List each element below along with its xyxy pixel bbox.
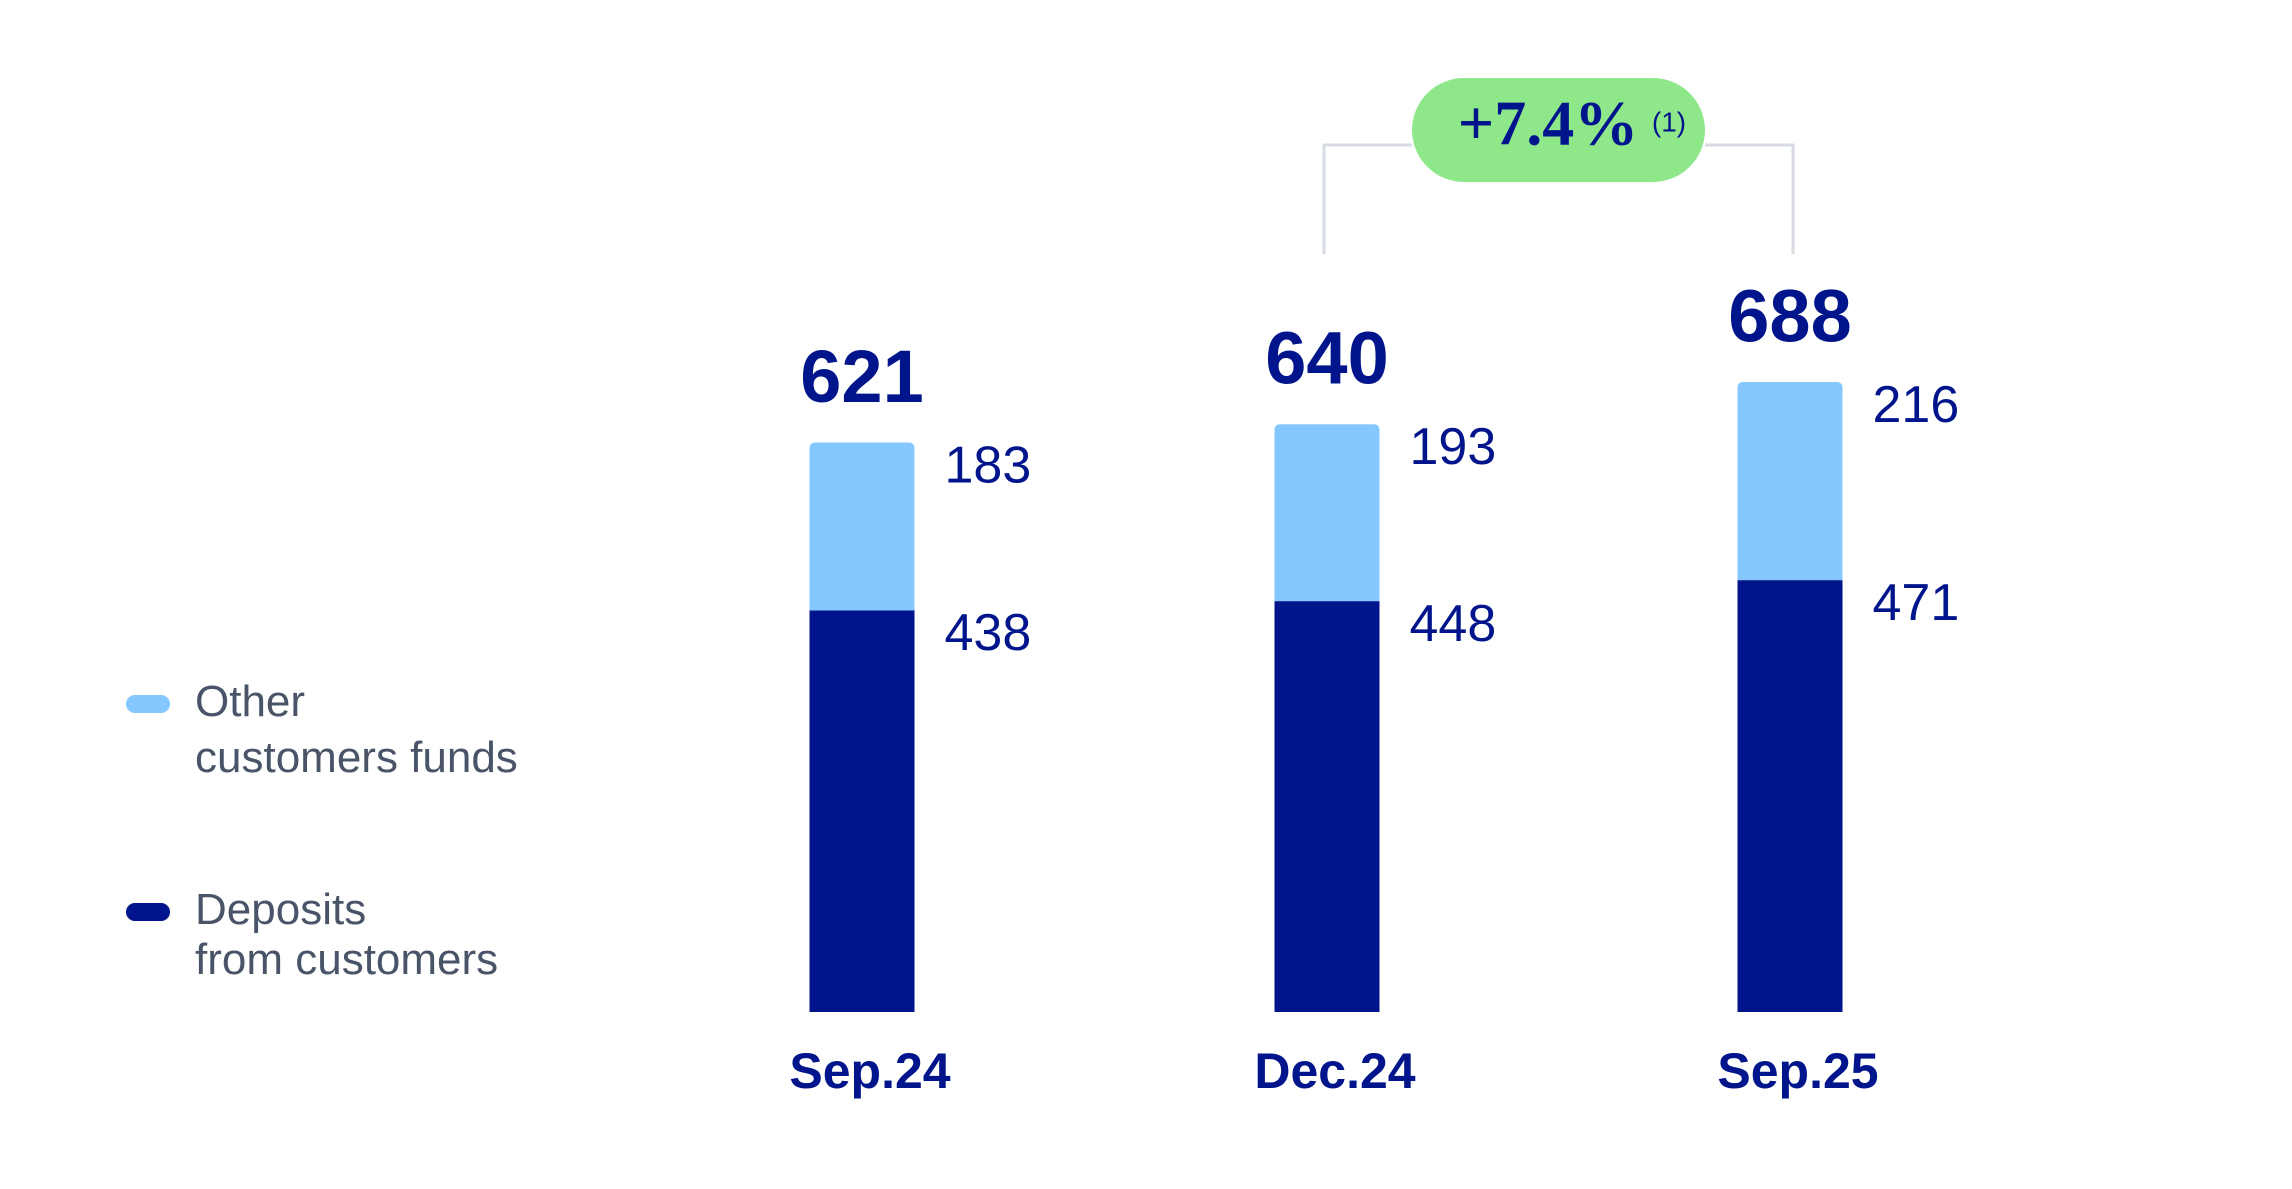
x-tick-label: Sep.24	[789, 1043, 950, 1099]
legend-label: Deposits from customers	[195, 885, 498, 984]
legend-swatch	[126, 903, 170, 921]
growth-label: +7.4%	[1458, 88, 1638, 159]
total-label: 688	[1728, 275, 1851, 358]
value-label: 438	[945, 604, 1032, 662]
bar-segment	[1737, 382, 1843, 581]
x-tick-label: Sep.25	[1717, 1043, 1878, 1099]
bar-segment	[809, 442, 915, 611]
bar-segment	[1274, 601, 1380, 1012]
value-label: 448	[1410, 595, 1497, 653]
value-label: 216	[1873, 376, 1960, 434]
legend-swatch	[126, 695, 170, 713]
value-label: 471	[1873, 574, 1960, 632]
legend-label: Other customers funds	[195, 677, 518, 782]
bar-segment	[1737, 580, 1843, 1012]
x-tick-label: Dec.24	[1254, 1043, 1415, 1099]
value-label: 193	[1410, 418, 1497, 476]
bar-segment	[1274, 424, 1380, 602]
value-label: 183	[945, 436, 1032, 494]
growth-note: (1)	[1652, 106, 1686, 137]
bracket	[1322, 143, 1795, 254]
bar-segment	[809, 610, 915, 1012]
total-label: 640	[1265, 317, 1388, 400]
total-label: 621	[800, 335, 923, 418]
growth-badge	[1412, 78, 1705, 182]
